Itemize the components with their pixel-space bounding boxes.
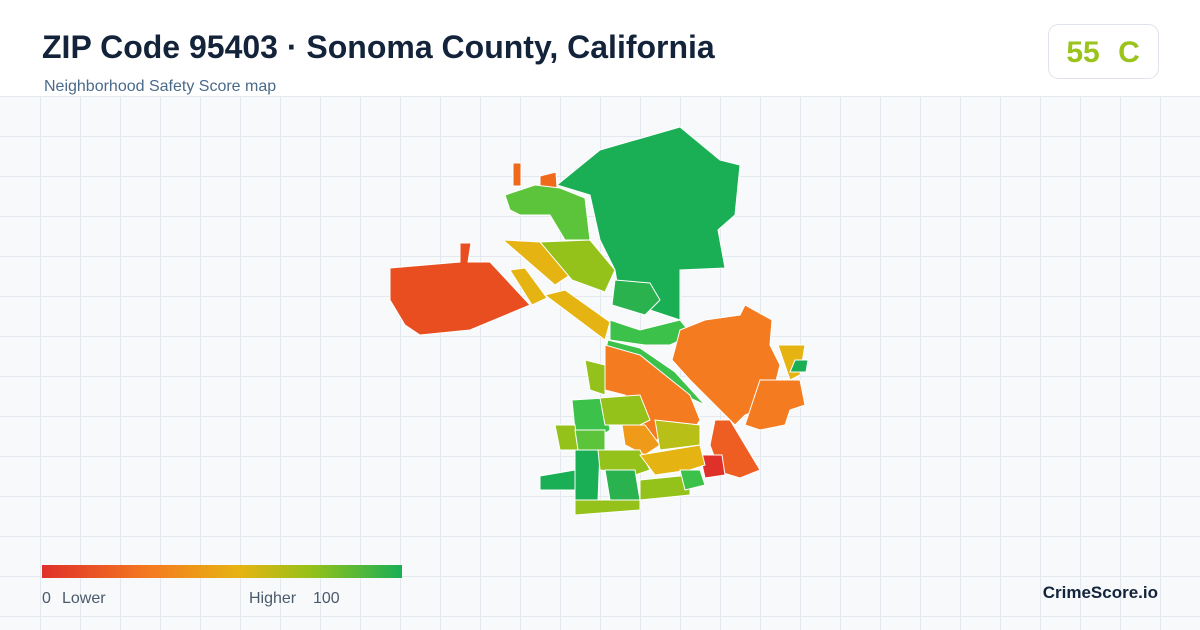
region [639,474,691,501]
legend-max-label: Higher [249,590,297,607]
subtitle: Neighborhood Safety Score map [44,78,276,95]
zip-map [389,126,809,516]
region [654,419,701,451]
legend-max: 100 [313,590,340,607]
region [679,469,706,491]
region [574,429,606,451]
region [699,454,726,479]
score-value: 55 [1066,36,1099,69]
region [538,239,616,293]
brand: CrimeScore.io [1043,583,1158,602]
legend-min-label: Lower [62,590,106,607]
region [584,359,606,396]
region [611,279,661,316]
region [509,267,548,306]
title: ZIP Code 95403 · Sonoma County, Californ… [42,29,715,65]
region [574,449,601,501]
score-grade: C [1118,36,1140,69]
region [789,359,809,373]
region [621,424,661,456]
legend-gradient [42,565,402,578]
region [574,499,641,516]
region [639,444,706,476]
grid [0,96,1200,630]
region [539,469,576,491]
region [389,242,531,336]
region [512,162,522,187]
legend-min: 0 [42,590,51,607]
region [744,379,806,431]
region [597,449,651,476]
region [555,126,741,321]
region [604,469,641,501]
region [599,394,651,426]
score-box [1048,24,1159,79]
header-band [0,0,1200,96]
